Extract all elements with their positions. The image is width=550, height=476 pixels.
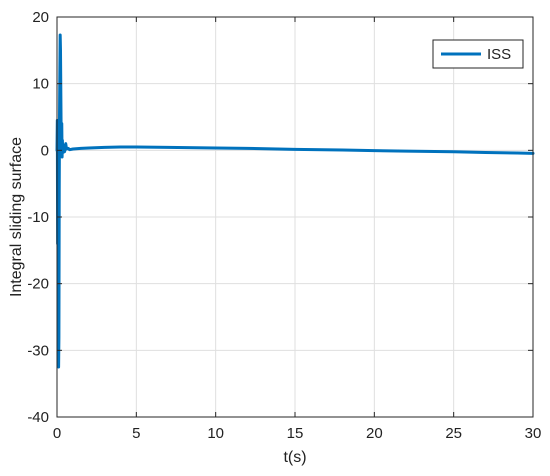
x-tick-label: 15 [287, 425, 304, 442]
series-layer [55, 33, 535, 369]
x-tick-label: 5 [132, 425, 140, 442]
x-tick-label: 30 [525, 425, 542, 442]
tick-labels: 0 5 10 15 20 25 30 -40 -30 -20 -10 0 10 20 [27, 9, 541, 442]
x-tick-label: 20 [366, 425, 383, 442]
y-tick-label: -20 [27, 276, 49, 293]
y-tick-label: -10 [27, 209, 49, 226]
tick-marks [56, 16, 534, 418]
y-tick-label: 10 [32, 76, 49, 93]
x-axis-label: t(s) [283, 449, 306, 466]
x-tick-label: 25 [445, 425, 462, 442]
y-tick-label: -30 [27, 342, 49, 359]
x-tick-label: 10 [207, 425, 224, 442]
y-tick-label: 20 [32, 9, 49, 26]
y-axis-label: Integral sliding surface [8, 137, 25, 297]
series-line-iss [55, 33, 535, 369]
legend: ISS [432, 39, 524, 69]
x-tick-label: 0 [53, 425, 61, 442]
y-tick-label: -40 [27, 409, 49, 426]
legend-label: ISS [487, 46, 511, 63]
y-tick-label: 0 [41, 142, 49, 159]
